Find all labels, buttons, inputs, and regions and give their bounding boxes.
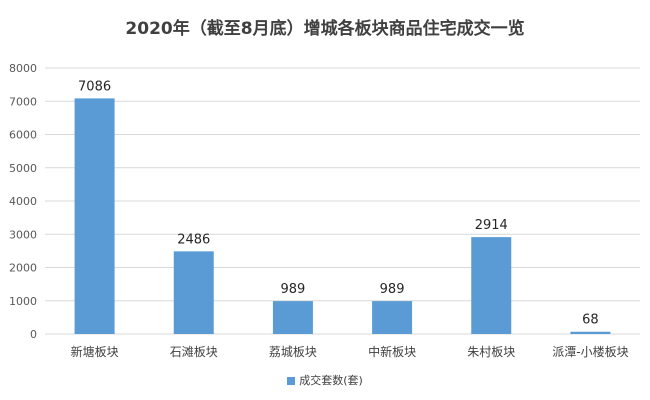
- chart-title: 2020年（截至8月底）增城各板块商品住宅成交一览: [125, 19, 525, 39]
- x-category-label: 荔城板块: [269, 345, 317, 359]
- data-label: 989: [380, 282, 405, 297]
- legend-label: 成交套数(套): [299, 374, 363, 387]
- x-category-label: 石滩板块: [170, 345, 218, 359]
- y-tick-label: 5000: [9, 162, 37, 175]
- y-tick-label: 2000: [9, 262, 37, 275]
- y-axis-ticks: 0 1000 2000 3000 4000 5000 6000 7000 8000: [9, 62, 37, 341]
- y-tick-label: 4000: [9, 195, 37, 208]
- y-tick-label: 8000: [9, 62, 37, 75]
- bar: [173, 251, 214, 334]
- data-label: 7086: [78, 79, 111, 94]
- data-labels: 7086 2486 989 989 2914 68: [78, 79, 599, 327]
- bars: [74, 98, 611, 334]
- x-category-label: 朱村板块: [467, 345, 515, 359]
- bar: [74, 98, 115, 334]
- gridlines: [45, 67, 640, 335]
- bar: [570, 331, 611, 334]
- data-label: 2486: [177, 232, 210, 247]
- y-tick-label: 1000: [9, 295, 37, 308]
- x-category-label: 新塘板块: [71, 344, 119, 359]
- legend-swatch: [287, 377, 296, 385]
- bar: [272, 301, 313, 334]
- bar: [471, 237, 512, 334]
- bar: [372, 301, 413, 334]
- y-tick-label: 6000: [9, 129, 37, 142]
- x-axis-categories: 新塘板块 石滩板块 荔城板块 中新板块 朱村板块 派潭-小楼板块: [71, 344, 629, 359]
- x-category-label: 中新板块: [368, 344, 416, 359]
- data-label: 2914: [475, 218, 508, 233]
- data-label: 989: [281, 282, 306, 297]
- x-category-label: 派潭-小楼板块: [552, 344, 628, 359]
- data-label: 68: [582, 313, 599, 328]
- y-tick-label: 7000: [9, 95, 37, 108]
- legend: 成交套数(套): [0, 372, 650, 388]
- y-tick-label: 0: [30, 328, 37, 341]
- y-tick-label: 3000: [9, 228, 37, 241]
